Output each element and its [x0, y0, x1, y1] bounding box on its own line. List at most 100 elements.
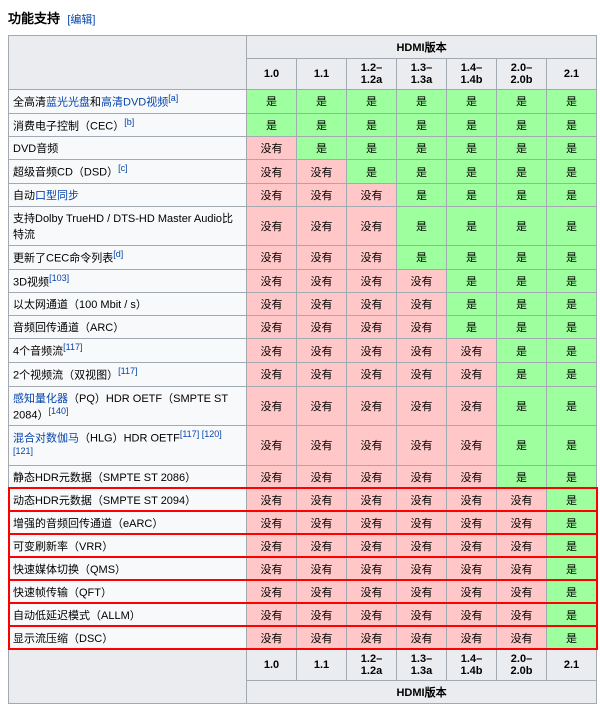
version-footer: 2.1 — [547, 649, 597, 680]
feature-label: 支持Dolby TrueHD / DTS-HD Master Audio比特流 — [9, 206, 247, 245]
footnote-ref[interactable]: [a] — [168, 93, 178, 103]
feature-cell: 没有 — [397, 362, 447, 386]
feature-cell: 是 — [397, 137, 447, 160]
feature-cell: 没有 — [497, 534, 547, 557]
feature-cell: 没有 — [247, 269, 297, 293]
feature-label: 更新了CEC命令列表[d] — [9, 245, 247, 269]
feature-cell: 是 — [297, 113, 347, 137]
feature-cell: 没有 — [247, 137, 297, 160]
feature-cell: 是 — [547, 90, 597, 114]
feature-cell: 没有 — [247, 488, 297, 511]
feature-cell: 是 — [547, 316, 597, 339]
footnote-ref[interactable]: [b] — [124, 117, 134, 127]
feature-cell: 没有 — [247, 206, 297, 245]
feature-cell: 没有 — [347, 206, 397, 245]
footnote-ref[interactable]: [117] — [118, 366, 137, 376]
feature-label: 3D视频[103] — [9, 269, 247, 293]
feature-cell: 没有 — [297, 245, 347, 269]
feature-label: 动态HDR元数据（SMPTE ST 2094） — [9, 488, 247, 511]
feature-cell: 没有 — [247, 293, 297, 316]
feature-cell: 没有 — [297, 603, 347, 626]
feature-cell: 是 — [547, 183, 597, 206]
feature-cell: 是 — [447, 183, 497, 206]
edit-link[interactable]: [编辑] — [67, 14, 95, 26]
wiki-link[interactable]: 混合对数伽马 — [13, 433, 79, 445]
feature-cell: 没有 — [397, 626, 447, 649]
feature-cell: 没有 — [397, 603, 447, 626]
feature-cell: 是 — [347, 160, 397, 184]
feature-cell: 是 — [547, 580, 597, 603]
feature-label: 4个音频流[117] — [9, 339, 247, 363]
version-footer: 1.4–1.4b — [447, 649, 497, 680]
feature-label: 静态HDR元数据（SMPTE ST 2086） — [9, 465, 247, 488]
feature-cell: 是 — [547, 603, 597, 626]
feature-row: 快速媒体切换（QMS）没有没有没有没有没有没有是 — [9, 557, 597, 580]
feature-label: 显示流压缩（DSC） — [9, 626, 247, 649]
feature-cell: 没有 — [447, 426, 497, 465]
footnote-ref[interactable]: [117] — [63, 342, 82, 352]
feature-cell: 没有 — [497, 557, 547, 580]
feature-cell: 是 — [447, 113, 497, 137]
feature-cell: 是 — [397, 90, 447, 114]
wiki-link[interactable]: 高清DVD视频 — [101, 97, 168, 109]
feature-cell: 没有 — [447, 511, 497, 534]
footnote-ref[interactable]: [103] — [49, 273, 69, 283]
corner-cell — [9, 649, 247, 703]
feature-label: 消费电子控制（CEC）[b] — [9, 113, 247, 137]
footnote-ref[interactable]: [d] — [113, 249, 123, 259]
feature-cell: 没有 — [297, 534, 347, 557]
version-group-header: HDMI版本 — [247, 36, 597, 59]
feature-cell: 是 — [547, 534, 597, 557]
feature-cell: 没有 — [397, 511, 447, 534]
feature-row: 更新了CEC命令列表[d]没有没有没有是是是是 — [9, 245, 597, 269]
feature-cell: 没有 — [247, 626, 297, 649]
feature-cell: 是 — [497, 316, 547, 339]
feature-cell: 是 — [547, 626, 597, 649]
feature-cell: 没有 — [347, 534, 397, 557]
feature-cell: 没有 — [397, 580, 447, 603]
feature-cell: 没有 — [397, 426, 447, 465]
feature-cell: 是 — [497, 160, 547, 184]
wiki-link[interactable]: 感知量化器 — [13, 393, 68, 405]
feature-cell: 是 — [447, 137, 497, 160]
feature-cell: 没有 — [297, 626, 347, 649]
feature-cell: 没有 — [347, 603, 397, 626]
feature-row: 支持Dolby TrueHD / DTS-HD Master Audio比特流没… — [9, 206, 597, 245]
feature-cell: 没有 — [297, 511, 347, 534]
feature-cell: 没有 — [447, 386, 497, 426]
feature-cell: 没有 — [447, 362, 497, 386]
feature-cell: 是 — [497, 137, 547, 160]
version-header: 2.0–2.0b — [497, 59, 547, 90]
feature-cell: 是 — [497, 269, 547, 293]
footnote-ref[interactable]: [140] — [48, 406, 68, 416]
feature-label: 2个视频流（双视图）[117] — [9, 362, 247, 386]
feature-cell: 是 — [247, 113, 297, 137]
feature-cell: 没有 — [297, 386, 347, 426]
feature-cell: 没有 — [347, 339, 397, 363]
feature-cell: 没有 — [297, 183, 347, 206]
feature-cell: 是 — [447, 245, 497, 269]
feature-row: 动态HDR元数据（SMPTE ST 2094）没有没有没有没有没有没有是 — [9, 488, 597, 511]
feature-cell: 没有 — [447, 488, 497, 511]
feature-cell: 没有 — [247, 386, 297, 426]
feature-cell: 是 — [397, 245, 447, 269]
feature-cell: 是 — [497, 386, 547, 426]
version-header: 1.2–1.2a — [347, 59, 397, 90]
feature-row: 可变刷新率（VRR）没有没有没有没有没有没有是 — [9, 534, 597, 557]
wiki-link[interactable]: 口型同步 — [35, 190, 79, 202]
feature-cell: 是 — [447, 293, 497, 316]
feature-row: 自动口型同步没有没有没有是是是是 — [9, 183, 597, 206]
feature-cell: 没有 — [297, 465, 347, 488]
feature-row: 超级音频CD（DSD）[c]没有没有是是是是是 — [9, 160, 597, 184]
feature-cell: 没有 — [297, 206, 347, 245]
feature-cell: 是 — [447, 269, 497, 293]
feature-cell: 没有 — [397, 316, 447, 339]
footnote-ref[interactable]: [c] — [118, 163, 128, 173]
feature-cell: 没有 — [497, 626, 547, 649]
feature-cell: 没有 — [447, 580, 497, 603]
feature-row: 4个音频流[117]没有没有没有没有没有是是 — [9, 339, 597, 363]
version-footer: 2.0–2.0b — [497, 649, 547, 680]
wiki-link[interactable]: 蓝光光盘 — [46, 97, 90, 109]
feature-cell: 是 — [547, 245, 597, 269]
feature-cell: 是 — [547, 113, 597, 137]
